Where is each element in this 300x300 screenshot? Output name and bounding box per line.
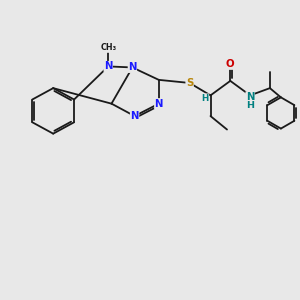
Text: S: S — [186, 78, 193, 88]
Text: N: N — [104, 61, 112, 71]
Text: H: H — [246, 101, 254, 110]
Text: N: N — [246, 92, 254, 102]
Text: CH₃: CH₃ — [100, 44, 116, 52]
Text: N: N — [154, 99, 163, 109]
Text: O: O — [226, 59, 235, 69]
Text: H: H — [202, 94, 209, 103]
Text: N: N — [128, 62, 136, 72]
Text: N: N — [130, 111, 139, 121]
